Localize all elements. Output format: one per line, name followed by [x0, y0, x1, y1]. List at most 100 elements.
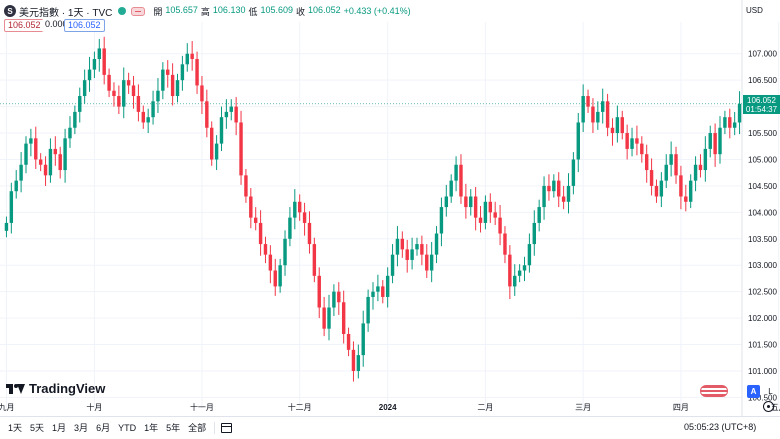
candle-body	[669, 154, 673, 165]
x-tick-label: 十一月	[190, 402, 214, 412]
auto-scale-toggle[interactable]: A	[747, 385, 760, 398]
us-flag-icon	[700, 385, 728, 397]
y-tick-label: 105.000	[748, 155, 777, 164]
candle-body	[337, 291, 341, 303]
clock-time[interactable]: 05:05:23 (UTC+8)	[684, 422, 757, 432]
candle-body	[674, 154, 678, 176]
candle-body	[737, 103, 742, 123]
candle-body	[180, 64, 185, 81]
y-tick-label: 104.500	[748, 182, 777, 191]
candle-body	[542, 185, 546, 208]
candle-body	[488, 201, 493, 213]
y-tick-label: 103.500	[748, 235, 777, 244]
sell-price-box[interactable]: 106.052	[4, 19, 45, 32]
bar-countdown: 01:54:37	[745, 104, 778, 114]
data-flag-icon[interactable]	[131, 6, 146, 16]
candle-body	[693, 164, 698, 181]
candle-body	[405, 249, 409, 260]
currency-selector[interactable]: USD	[746, 6, 763, 15]
candle-body	[410, 249, 414, 260]
candle-body	[390, 254, 395, 276]
candle-body	[356, 355, 361, 371]
close-label: 收	[296, 6, 306, 17]
gear-icon[interactable]	[763, 401, 774, 412]
y-tick-label: 101.000	[748, 367, 777, 376]
range-button[interactable]: 1月	[52, 423, 67, 433]
candle-body	[131, 85, 136, 97]
candle-body	[469, 196, 473, 208]
candle-body	[239, 122, 243, 176]
buy-price-box[interactable]: 106.052	[64, 19, 105, 32]
candle-body	[244, 175, 248, 197]
candle-body	[78, 96, 82, 112]
candle-body	[288, 217, 292, 239]
symbol-logo-icon[interactable]: S	[4, 5, 16, 17]
candle-body	[92, 59, 97, 70]
candle-body	[63, 138, 67, 171]
candle-body	[561, 196, 566, 202]
candle-body	[341, 302, 346, 334]
candle-body	[429, 254, 434, 271]
candle-body	[293, 201, 297, 218]
candle-body	[478, 217, 483, 223]
range-button[interactable]: 1年	[144, 423, 159, 433]
x-tick-label: 四月	[673, 403, 689, 412]
y-tick-label: 106.500	[748, 76, 777, 85]
y-tick-label: 102.000	[748, 314, 777, 323]
candle-body	[493, 212, 497, 218]
calendar-icon[interactable]	[221, 423, 233, 433]
candle-body	[112, 90, 116, 97]
candle-body	[688, 180, 693, 202]
candle-body	[361, 323, 365, 356]
candle-body	[444, 196, 449, 208]
high-value: 106.130	[212, 4, 246, 15]
candle-body	[679, 175, 683, 197]
close-value: 106.052	[308, 4, 341, 15]
range-button[interactable]: YTD	[118, 423, 137, 433]
candle-body	[117, 96, 121, 107]
candle-body	[713, 133, 717, 155]
candle-body	[615, 117, 620, 134]
candle-body	[283, 238, 287, 266]
candle-body	[29, 138, 33, 144]
candle-body	[385, 275, 390, 297]
range-buttons: 1天 5天 1月 3月 6月 YTD 1年 5年 全部	[0, 419, 210, 437]
range-button[interactable]: 5年	[166, 423, 181, 433]
candle-body	[258, 222, 263, 245]
candle-body	[263, 244, 268, 255]
candle-body	[454, 164, 458, 181]
candle-body	[718, 127, 722, 155]
candle-body	[161, 69, 165, 91]
y-tick-label: 101.500	[748, 341, 777, 350]
range-button[interactable]: 6月	[96, 423, 111, 433]
candle-body	[19, 164, 23, 181]
range-button[interactable]: 3月	[74, 423, 89, 433]
candle-body	[97, 48, 102, 60]
log-scale-toggle[interactable]: L	[768, 387, 773, 396]
candle-body	[302, 212, 307, 223]
candle-body	[73, 111, 77, 128]
candle-body	[151, 101, 155, 118]
range-button[interactable]: 全部	[188, 423, 207, 433]
candle-body	[703, 148, 708, 171]
candle-body	[728, 117, 732, 128]
tradingview-logo[interactable]: TradingView	[6, 381, 105, 396]
candle-body	[58, 154, 62, 171]
candle-body	[420, 244, 424, 255]
candle-body	[723, 117, 727, 128]
candle-body	[175, 80, 180, 97]
candle-body	[122, 80, 126, 107]
candle-body	[48, 148, 53, 176]
range-button[interactable]: 1天	[8, 423, 23, 433]
range-button[interactable]: 5天	[30, 423, 45, 433]
candle-body	[229, 106, 233, 112]
candle-body	[547, 185, 551, 192]
symbol-title[interactable]: 美元指數 · 1天 · TVC	[19, 7, 113, 19]
candle-body	[234, 106, 238, 123]
candle-body	[146, 117, 150, 123]
candle-body	[552, 180, 556, 192]
high-label: 高	[200, 6, 210, 17]
candle-body	[620, 117, 624, 134]
candle-body	[273, 270, 277, 287]
